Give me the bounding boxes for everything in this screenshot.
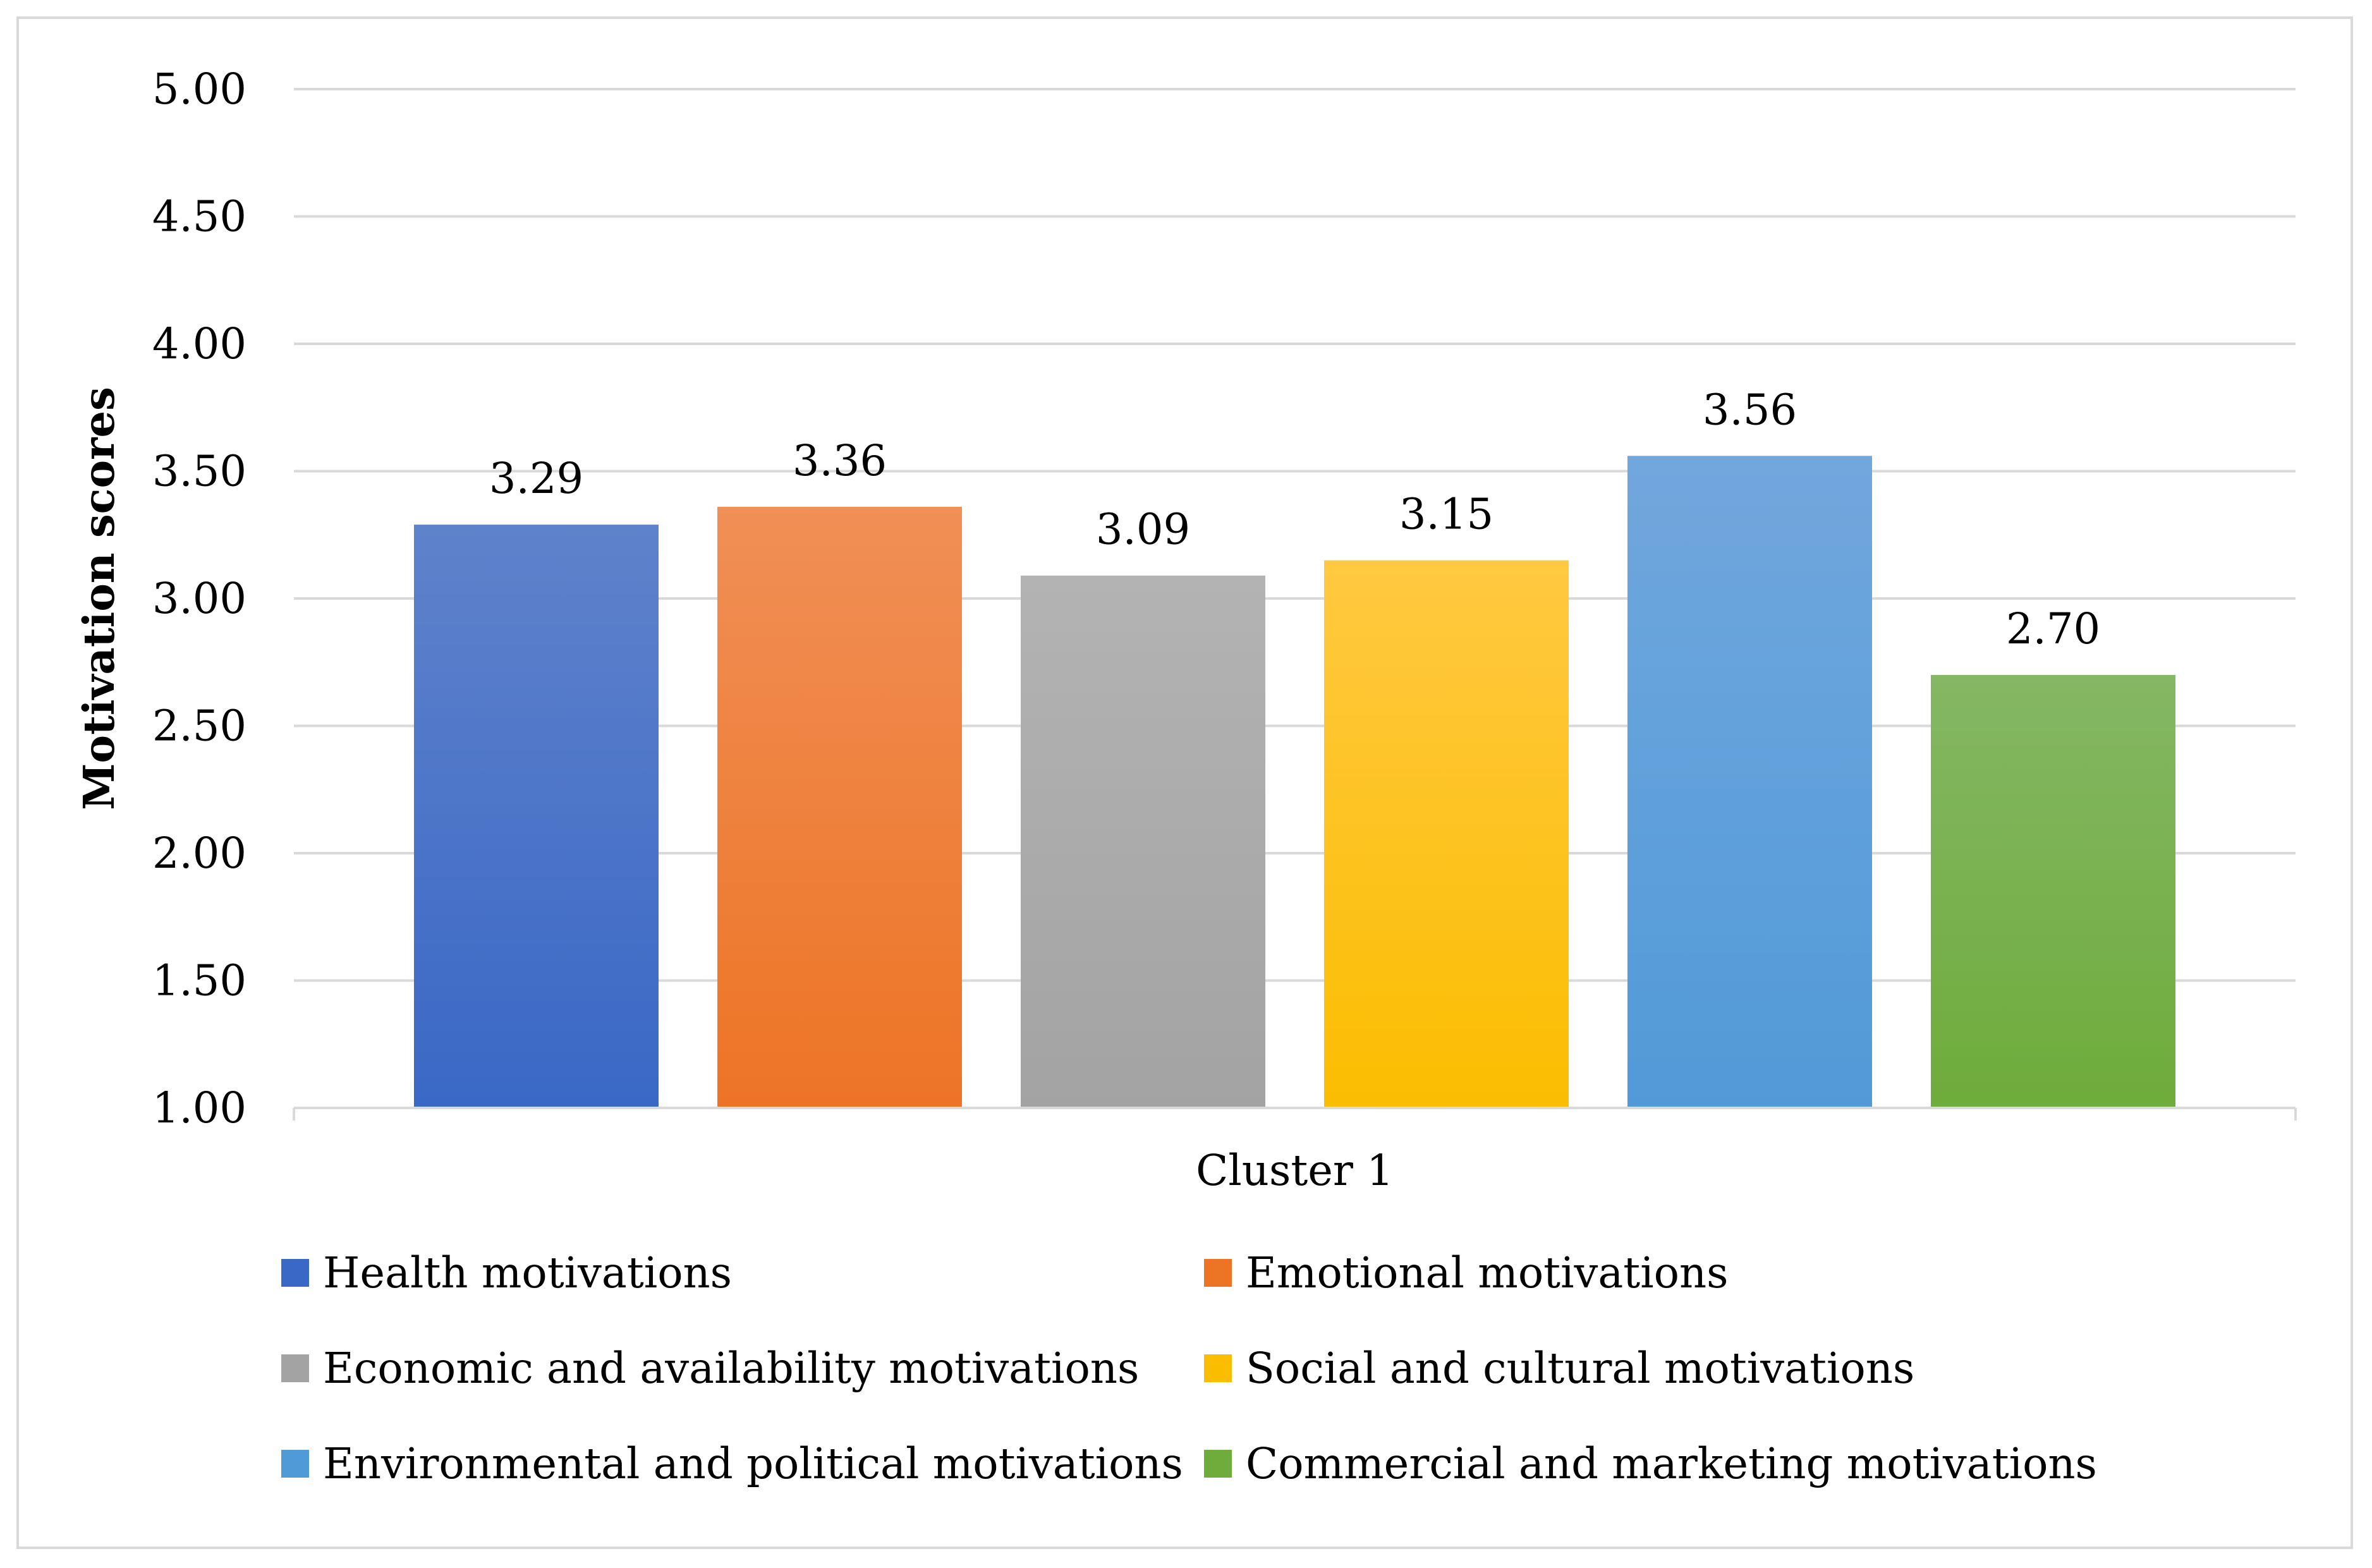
y-tick-label: 1.50 [152,956,246,1006]
data-label: 3.36 [793,436,887,485]
bar-economic-and-availability-motivations [1021,575,1265,1108]
y-tick-label: 4.00 [152,319,246,368]
legend-label-health: Health motivations [323,1248,733,1298]
data-label: 2.70 [2006,604,2100,653]
data-label: 3.15 [1399,490,1493,539]
legend-label-emotional: Emotional motivations [1246,1248,1729,1298]
legend-swatch-economic [281,1354,309,1382]
legend-label-economic: Economic and availability motivations [323,1344,1140,1393]
legend-swatch-emotional [1204,1259,1232,1287]
legend-item-health: Health motivations [281,1248,732,1298]
legend-label-social: Social and cultural motivations [1246,1344,1915,1393]
legend-item-social: Social and cultural motivations [1204,1344,1914,1393]
bar-environmental-and-political-motivations [1627,456,1872,1108]
legend-label-commercial: Commercial and marketing motivations [1246,1439,2097,1488]
bars [414,456,2175,1108]
legend-swatch-health [281,1259,309,1287]
y-tick-label: 3.50 [152,447,246,496]
legend-item-economic: Economic and availability motivations [281,1344,1139,1393]
y-tick-label: 5.00 [152,64,246,114]
data-label: 3.56 [1703,385,1797,434]
bar-commercial-and-marketing-motivations [1931,674,2175,1108]
data-label: 3.29 [489,454,583,503]
legend-item-emotional: Emotional motivations [1204,1248,1729,1298]
y-axis-ticks: 1.00 1.50 2.00 2.50 3.00 3.50 4.00 4.50 5.00 [152,64,246,1133]
legend-swatch-commercial [1204,1450,1232,1478]
legend-swatch-environmental [281,1450,309,1478]
data-labels: 3.29 3.36 3.09 3.15 3.56 2.70 [489,385,2100,653]
bar-health-motivations [414,525,659,1108]
x-category-label: Cluster 1 [1196,1146,1394,1195]
y-tick-label: 2.50 [152,702,246,751]
legend-item-environmental: Environmental and political motivations [281,1439,1183,1488]
y-axis-title: Motivation scores [74,387,124,810]
y-tick-label: 4.50 [152,192,246,241]
data-label: 3.09 [1096,505,1190,554]
legend-item-commercial: Commercial and marketing motivations [1204,1439,2097,1488]
bar-emotional-motivations [717,506,962,1108]
legend-swatch-social [1204,1354,1232,1382]
legend-label-environmental: Environmental and political motivations [323,1439,1183,1488]
y-tick-label: 3.00 [152,574,246,623]
y-tick-label: 2.00 [152,829,246,878]
bar-social-and-cultural-motivations [1324,560,1569,1108]
y-tick-label: 1.00 [152,1083,246,1133]
